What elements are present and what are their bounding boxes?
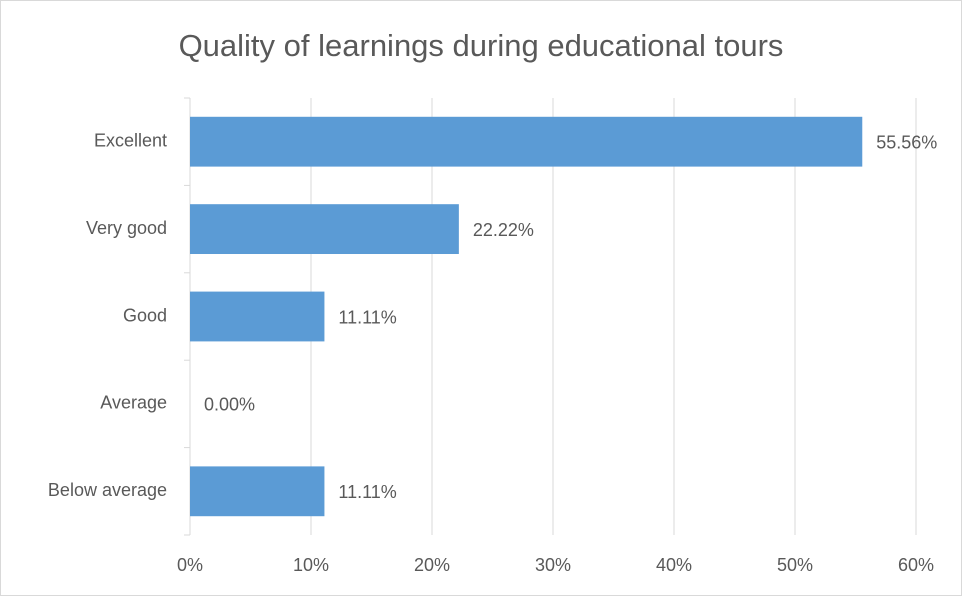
bar xyxy=(190,204,459,255)
y-tick-label: Good xyxy=(123,305,167,325)
chart-title: Quality of learnings during educational … xyxy=(179,28,784,63)
x-tick-label: 60% xyxy=(898,555,934,575)
bar xyxy=(190,466,325,517)
x-tick-label: 10% xyxy=(293,555,329,575)
x-tick-label: 20% xyxy=(414,555,450,575)
x-tick-label: 40% xyxy=(656,555,692,575)
y-tick-label: Average xyxy=(100,393,167,413)
y-tick-label: Very good xyxy=(86,218,167,238)
y-tick-label: Excellent xyxy=(94,130,167,150)
bar xyxy=(190,291,325,342)
data-label: 11.11% xyxy=(338,482,396,502)
bar xyxy=(190,116,863,167)
data-label: 11.11% xyxy=(338,307,396,327)
x-tick-label: 50% xyxy=(777,555,813,575)
y-tick-label: Below average xyxy=(48,480,167,500)
x-tick-label: 0% xyxy=(177,555,203,575)
x-tick-label: 30% xyxy=(535,555,571,575)
data-label: 55.56% xyxy=(876,132,937,152)
data-label: 0.00% xyxy=(204,395,255,415)
data-label: 22.22% xyxy=(473,220,534,240)
